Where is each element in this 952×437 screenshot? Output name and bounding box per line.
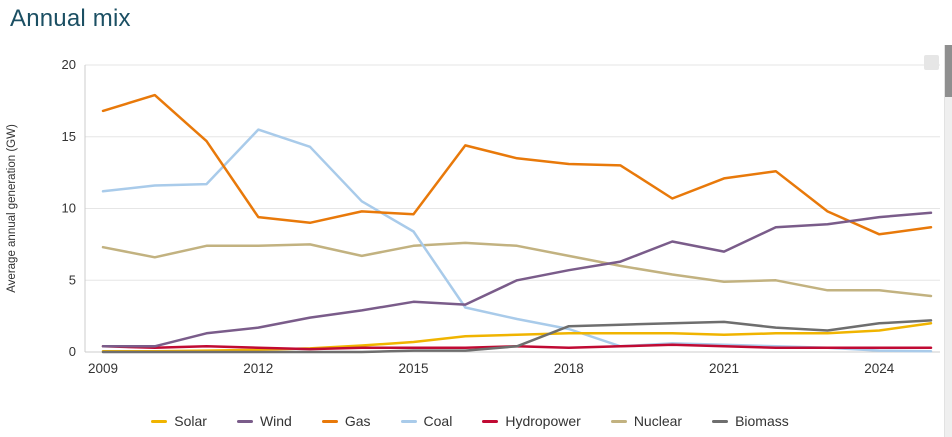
legend-item-wind[interactable]: Wind	[236, 413, 292, 429]
legend-swatch-wind	[236, 419, 253, 423]
chart-legend: Solar Wind Gas Coal Hydropower Nuclear Biomass	[0, 413, 940, 429]
legend-swatch-hydropower	[482, 419, 499, 423]
legend-label: Gas	[344, 413, 371, 429]
legend-item-hydropower[interactable]: Hydropower	[482, 413, 581, 429]
legend-label: Solar	[174, 413, 207, 429]
y-tick-label: 20	[62, 57, 76, 72]
legend-item-coal[interactable]: Coal	[400, 413, 453, 429]
x-tick-label: 2015	[398, 361, 428, 376]
legend-swatch-gas	[321, 419, 338, 423]
page-title: Annual mix	[10, 5, 131, 32]
series-line-solar[interactable]	[101, 322, 933, 353]
series-line-coal[interactable]	[101, 128, 933, 353]
legend-item-biomass[interactable]: Biomass	[712, 413, 789, 429]
legend-swatch-coal	[400, 419, 417, 423]
x-tick-label: 2012	[243, 361, 273, 376]
x-tick-label: 2021	[709, 361, 739, 376]
series-line-wind[interactable]	[101, 211, 933, 348]
y-tick-label: 10	[62, 201, 76, 216]
legend-label: Nuclear	[633, 413, 683, 429]
chart-canvas: 0 5 10 15 20 2009 2012 2015 2018 2021 2024 Average …	[6, 57, 940, 376]
x-tick-label: 2018	[554, 361, 584, 376]
x-tick-label: 2009	[88, 361, 118, 376]
legend-item-solar[interactable]: Solar	[151, 413, 207, 429]
vertical-scrollbar-thumb[interactable]	[945, 45, 952, 97]
chart-menu-button[interactable]	[924, 55, 939, 70]
legend-label: Biomass	[735, 413, 789, 429]
y-tick-label: 15	[62, 129, 76, 144]
x-tick-label: 2024	[864, 361, 895, 376]
legend-item-nuclear[interactable]: Nuclear	[610, 413, 683, 429]
y-tick-label: 0	[69, 344, 76, 359]
y-tick-label: 5	[69, 272, 76, 287]
y-axis-title: Average annual generation (GW)	[6, 124, 18, 293]
legend-label: Hydropower	[505, 413, 581, 429]
series-line-nuclear[interactable]	[101, 241, 933, 298]
series-line-gas[interactable]	[101, 93, 933, 236]
legend-swatch-biomass	[712, 419, 729, 423]
legend-item-gas[interactable]: Gas	[321, 413, 371, 429]
legend-label: Wind	[259, 413, 292, 429]
vertical-scrollbar[interactable]	[944, 45, 952, 437]
legend-swatch-nuclear	[610, 419, 627, 423]
legend-label: Coal	[423, 413, 453, 429]
legend-swatch-solar	[151, 419, 168, 423]
series-line-biomass[interactable]	[101, 319, 933, 354]
